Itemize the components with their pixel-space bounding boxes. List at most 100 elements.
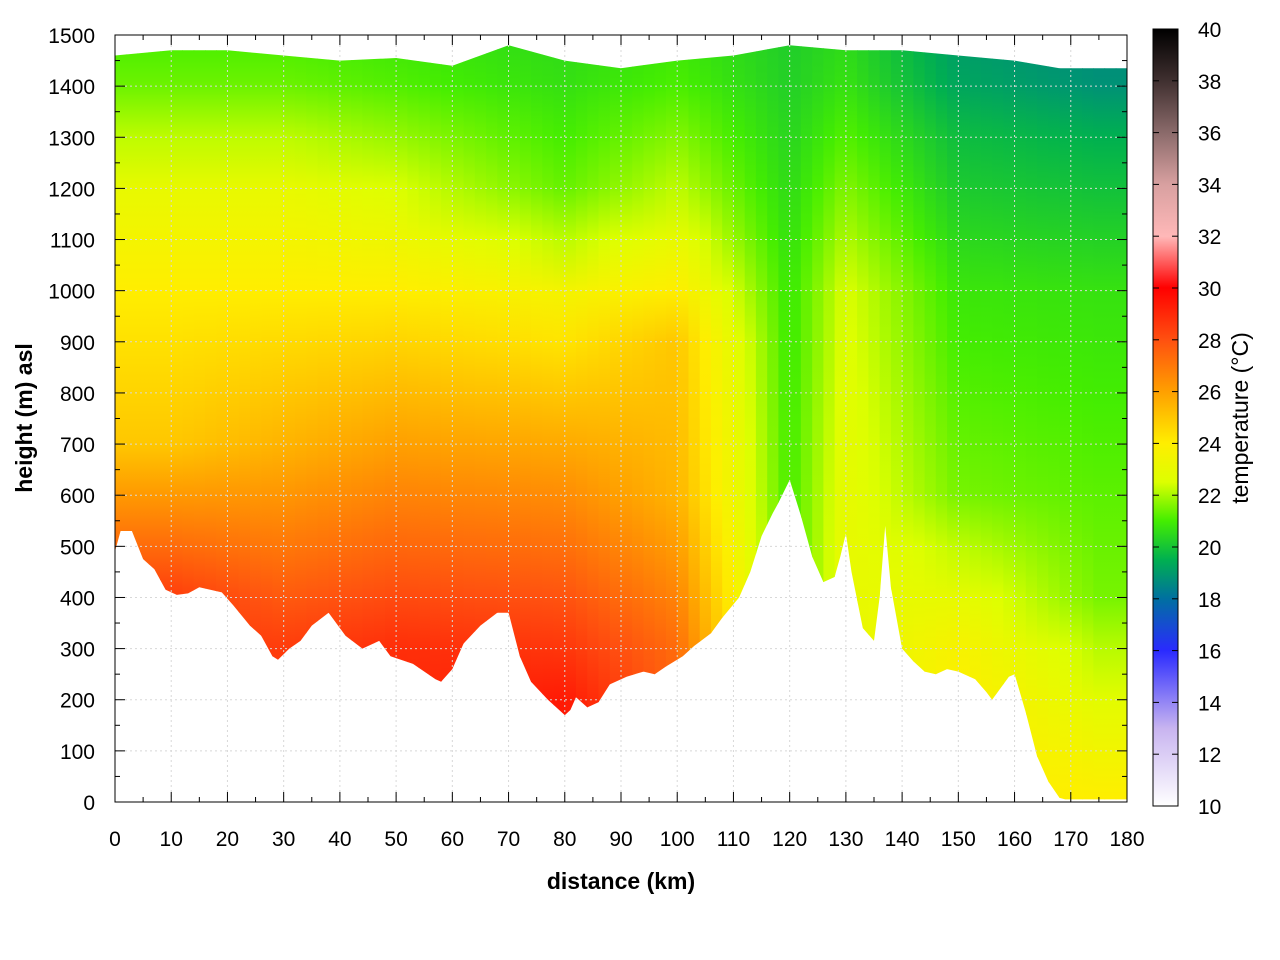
- y-tick-label: 100: [60, 741, 95, 764]
- temperature-column: [677, 45, 689, 800]
- temperature-column: [193, 45, 206, 800]
- temperature-column: [980, 45, 993, 800]
- colorbar-tick-label: 36: [1198, 123, 1221, 146]
- temperature-column: [857, 45, 869, 800]
- temperature-column: [902, 45, 914, 800]
- temperature-column: [216, 45, 228, 800]
- temperature-column: [868, 45, 881, 800]
- y-tick-label: 500: [60, 536, 95, 559]
- temperature-column: [1070, 45, 1083, 800]
- colorbar-tick-label: 38: [1198, 71, 1221, 94]
- temperature-column: [789, 45, 802, 800]
- y-axis-ticks: 0 100 200 300 400 500 600 700 800 900 1000 1100 1200…: [48, 25, 1127, 815]
- x-tick-label: 100: [660, 828, 695, 851]
- colorbar-tick-label: 22: [1198, 485, 1221, 508]
- temperature-column: [272, 45, 285, 800]
- temperature-column: [519, 45, 532, 800]
- temperature-column: [1104, 45, 1117, 800]
- x-tick-label: 70: [497, 828, 520, 851]
- temperature-column: [171, 45, 183, 800]
- y-tick-label: 800: [60, 383, 95, 406]
- temperature-column: [1059, 45, 1072, 800]
- temperature-column: [890, 45, 903, 800]
- colorbar-tick-label: 40: [1198, 19, 1221, 42]
- temperature-column: [733, 45, 746, 800]
- x-tick-label: 0: [109, 828, 121, 851]
- temperature-column: [879, 45, 892, 800]
- colorbar-title: temperature (°C): [1227, 332, 1253, 504]
- temperature-column: [553, 45, 566, 800]
- y-tick-label: 200: [60, 690, 95, 713]
- temperature-column: [767, 45, 779, 800]
- x-tick-label: 150: [941, 828, 976, 851]
- colorbar-tick-label: 10: [1198, 796, 1221, 819]
- temperature-column: [160, 45, 172, 800]
- y-tick-label: 1200: [48, 178, 95, 201]
- temperature-column: [373, 45, 386, 800]
- temperature-column: [935, 45, 948, 800]
- x-tick-label: 120: [772, 828, 807, 851]
- colorbar-scale: [1153, 29, 1178, 806]
- colorbar-tick-label: 24: [1198, 433, 1222, 456]
- temperature-column: [621, 45, 633, 800]
- temperature-column: [598, 45, 611, 800]
- temperature-column: [688, 45, 701, 800]
- temperature-column: [294, 45, 307, 800]
- temperature-column: [834, 45, 847, 800]
- y-tick-label: 300: [60, 639, 95, 662]
- y-tick-label: 400: [60, 587, 95, 610]
- temperature-column: [913, 45, 926, 800]
- temperature-column: [115, 45, 127, 800]
- temperature-column: [1115, 45, 1127, 800]
- x-axis-ticks: 0 10 20 30 40 50 60 70 80 90 100 110 120 130 140 150 160…: [109, 35, 1145, 851]
- temperature-column: [576, 45, 588, 800]
- temperature-column: [699, 45, 712, 800]
- x-tick-label: 20: [216, 828, 239, 851]
- temperature-column: [339, 45, 352, 800]
- temperature-column: [429, 45, 442, 800]
- temperature-column: [1025, 45, 1038, 800]
- temperature-column: [463, 45, 476, 800]
- y-tick-label: 1400: [48, 76, 95, 99]
- temperature-column: [1048, 45, 1061, 800]
- y-tick-label: 1500: [48, 25, 95, 48]
- temperature-column: [587, 45, 600, 800]
- temperature-column: [823, 45, 836, 800]
- colorbar: 10 12 14 16 18 20 22 24 26 28 30 32 34 36 38 40: [1152, 19, 1222, 819]
- x-tick-label: 110: [717, 828, 750, 851]
- temperature-column: [283, 45, 296, 800]
- colorbar-tick-label: 28: [1198, 330, 1221, 353]
- temperature-column: [755, 45, 768, 800]
- colorbar-tick-label: 32: [1198, 226, 1221, 249]
- temperature-column: [317, 45, 330, 800]
- y-tick-label: 1100: [50, 230, 95, 253]
- y-tick-label: 1300: [48, 127, 95, 150]
- temperature-column: [497, 45, 510, 800]
- colorbar-tick-label: 14: [1198, 692, 1222, 715]
- temperature-column: [632, 45, 644, 800]
- temperature-column: [643, 45, 656, 800]
- grid: [115, 35, 1127, 802]
- x-tick-label: 10: [160, 828, 183, 851]
- temperature-column: [969, 45, 982, 800]
- temperature-column: [452, 45, 465, 800]
- temperature-column: [778, 45, 791, 800]
- temperature-column: [531, 45, 543, 800]
- colorbar-tick-label: 26: [1198, 382, 1221, 405]
- temperature-column: [182, 45, 195, 800]
- x-tick-label: 130: [828, 828, 863, 851]
- plot-frame: [114, 34, 1128, 803]
- colorbar-tick-label: 34: [1198, 174, 1222, 197]
- temperature-column: [1003, 45, 1016, 800]
- temperature-column: [1082, 45, 1094, 800]
- temperature-column: [654, 45, 667, 800]
- temperature-column: [126, 45, 138, 800]
- temperature-column: [396, 45, 408, 800]
- y-tick-label: 1000: [48, 281, 95, 304]
- colorbar-frame: [1152, 28, 1179, 807]
- x-axis-title: distance (km): [547, 868, 695, 894]
- temperature-column: [137, 45, 150, 800]
- temperature-column: [711, 45, 723, 800]
- x-tick-label: 30: [272, 828, 295, 851]
